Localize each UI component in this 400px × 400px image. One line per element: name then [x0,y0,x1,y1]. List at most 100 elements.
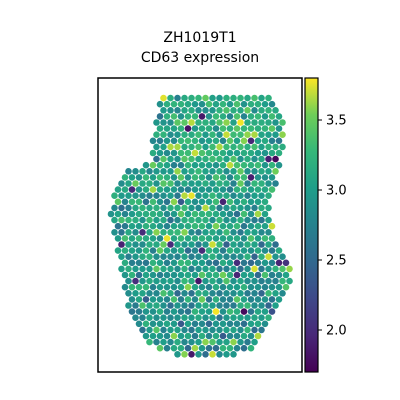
spot [209,290,216,297]
spot [202,168,209,175]
spot [198,320,206,328]
spot [121,222,129,230]
spot [268,113,276,120]
spot [226,283,234,291]
spot [261,113,269,120]
spot [146,192,153,199]
spot [216,143,223,151]
spot [163,137,171,145]
spot [209,338,216,346]
spot [153,131,160,138]
spot [272,168,279,175]
spot [191,308,199,315]
spot [265,314,272,322]
spot [272,302,279,309]
spot [167,229,174,236]
spot [205,344,213,352]
spot [177,174,185,181]
spot [209,265,216,273]
spot [258,326,265,334]
spot [237,314,244,322]
spot [272,241,279,248]
spot [170,222,178,230]
spot [167,216,174,224]
spot [258,277,265,285]
spot [139,326,146,334]
spot [254,125,262,132]
spot [202,131,209,138]
spot [261,186,269,193]
spot [205,259,213,267]
spot [191,247,199,254]
spot [128,283,136,291]
spot [146,265,153,273]
spot [209,314,216,322]
spot [156,247,164,254]
spot [226,210,234,218]
spot [226,198,234,206]
spot [177,198,185,206]
spot [188,229,195,236]
spot [233,186,241,193]
spot [244,107,251,114]
spot [139,302,146,309]
spot [209,351,216,358]
spot [223,351,230,358]
spot [198,174,206,181]
spot [233,125,241,132]
spot [198,296,206,303]
spot [149,259,157,267]
spot [181,290,188,297]
spot [226,332,234,340]
spot [139,290,146,297]
spot [146,168,153,175]
spot [258,241,265,248]
spot [177,161,185,169]
spot [275,283,283,291]
spot [261,149,269,157]
spot [170,296,178,303]
spot [251,241,258,248]
spot [202,265,209,273]
spot [261,283,269,291]
spot [167,302,174,309]
spot [160,241,167,248]
spot [121,235,129,242]
spot [174,326,181,334]
spot [132,277,139,285]
spot [244,277,251,285]
spot [254,198,262,206]
spot [153,204,160,212]
spot [111,229,118,236]
colorbar-frame [304,77,319,373]
spot [240,198,248,206]
spot [188,204,195,212]
spot [268,125,276,132]
spot [184,149,192,157]
spot [146,290,153,297]
spot [223,253,230,260]
spot [223,302,230,309]
colorbar-tick-label: 3.5 [326,114,347,129]
spot [149,283,157,291]
spot [160,216,167,224]
spot [135,210,143,218]
spot [237,131,244,138]
spot [202,119,209,126]
spot [223,94,230,102]
spot [163,320,171,328]
spot [286,277,293,285]
spot [226,344,234,352]
spot [258,290,265,297]
spot [128,186,136,193]
spot [198,186,206,193]
spot [286,265,293,273]
spot [226,125,234,132]
spot [216,131,223,138]
spot [160,326,167,334]
spot [265,229,272,236]
spot [174,119,181,126]
spot [265,94,272,102]
spot [212,137,220,145]
spot [121,186,129,193]
